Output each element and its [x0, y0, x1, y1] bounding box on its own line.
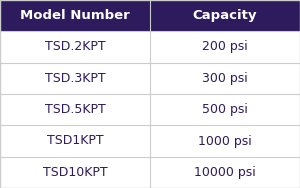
Text: TSD1KPT: TSD1KPT — [47, 134, 103, 148]
Bar — [0, 63, 300, 94]
Bar — [0, 157, 300, 188]
Bar — [0, 94, 300, 125]
Text: Model Number: Model Number — [20, 9, 130, 22]
Text: TSD.2KPT: TSD.2KPT — [45, 40, 105, 54]
Bar — [0, 0, 300, 31]
Text: TSD10KPT: TSD10KPT — [43, 166, 107, 179]
Text: TSD.3KPT: TSD.3KPT — [45, 72, 105, 85]
Bar — [0, 31, 300, 63]
Text: 300 psi: 300 psi — [202, 72, 248, 85]
Text: 200 psi: 200 psi — [202, 40, 248, 54]
Text: TSD.5KPT: TSD.5KPT — [45, 103, 105, 116]
Text: 1000 psi: 1000 psi — [198, 134, 252, 148]
Text: 10000 psi: 10000 psi — [194, 166, 256, 179]
Bar — [0, 125, 300, 157]
Text: 500 psi: 500 psi — [202, 103, 248, 116]
Text: Capacity: Capacity — [193, 9, 257, 22]
